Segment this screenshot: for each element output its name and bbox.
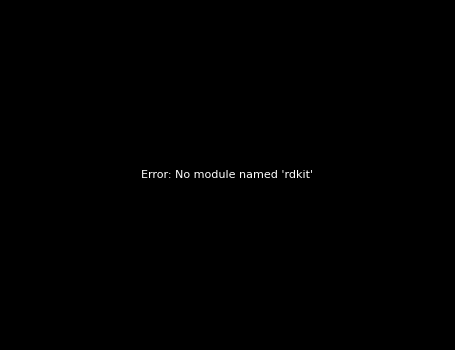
Text: Error: No module named 'rdkit': Error: No module named 'rdkit' bbox=[141, 170, 313, 180]
